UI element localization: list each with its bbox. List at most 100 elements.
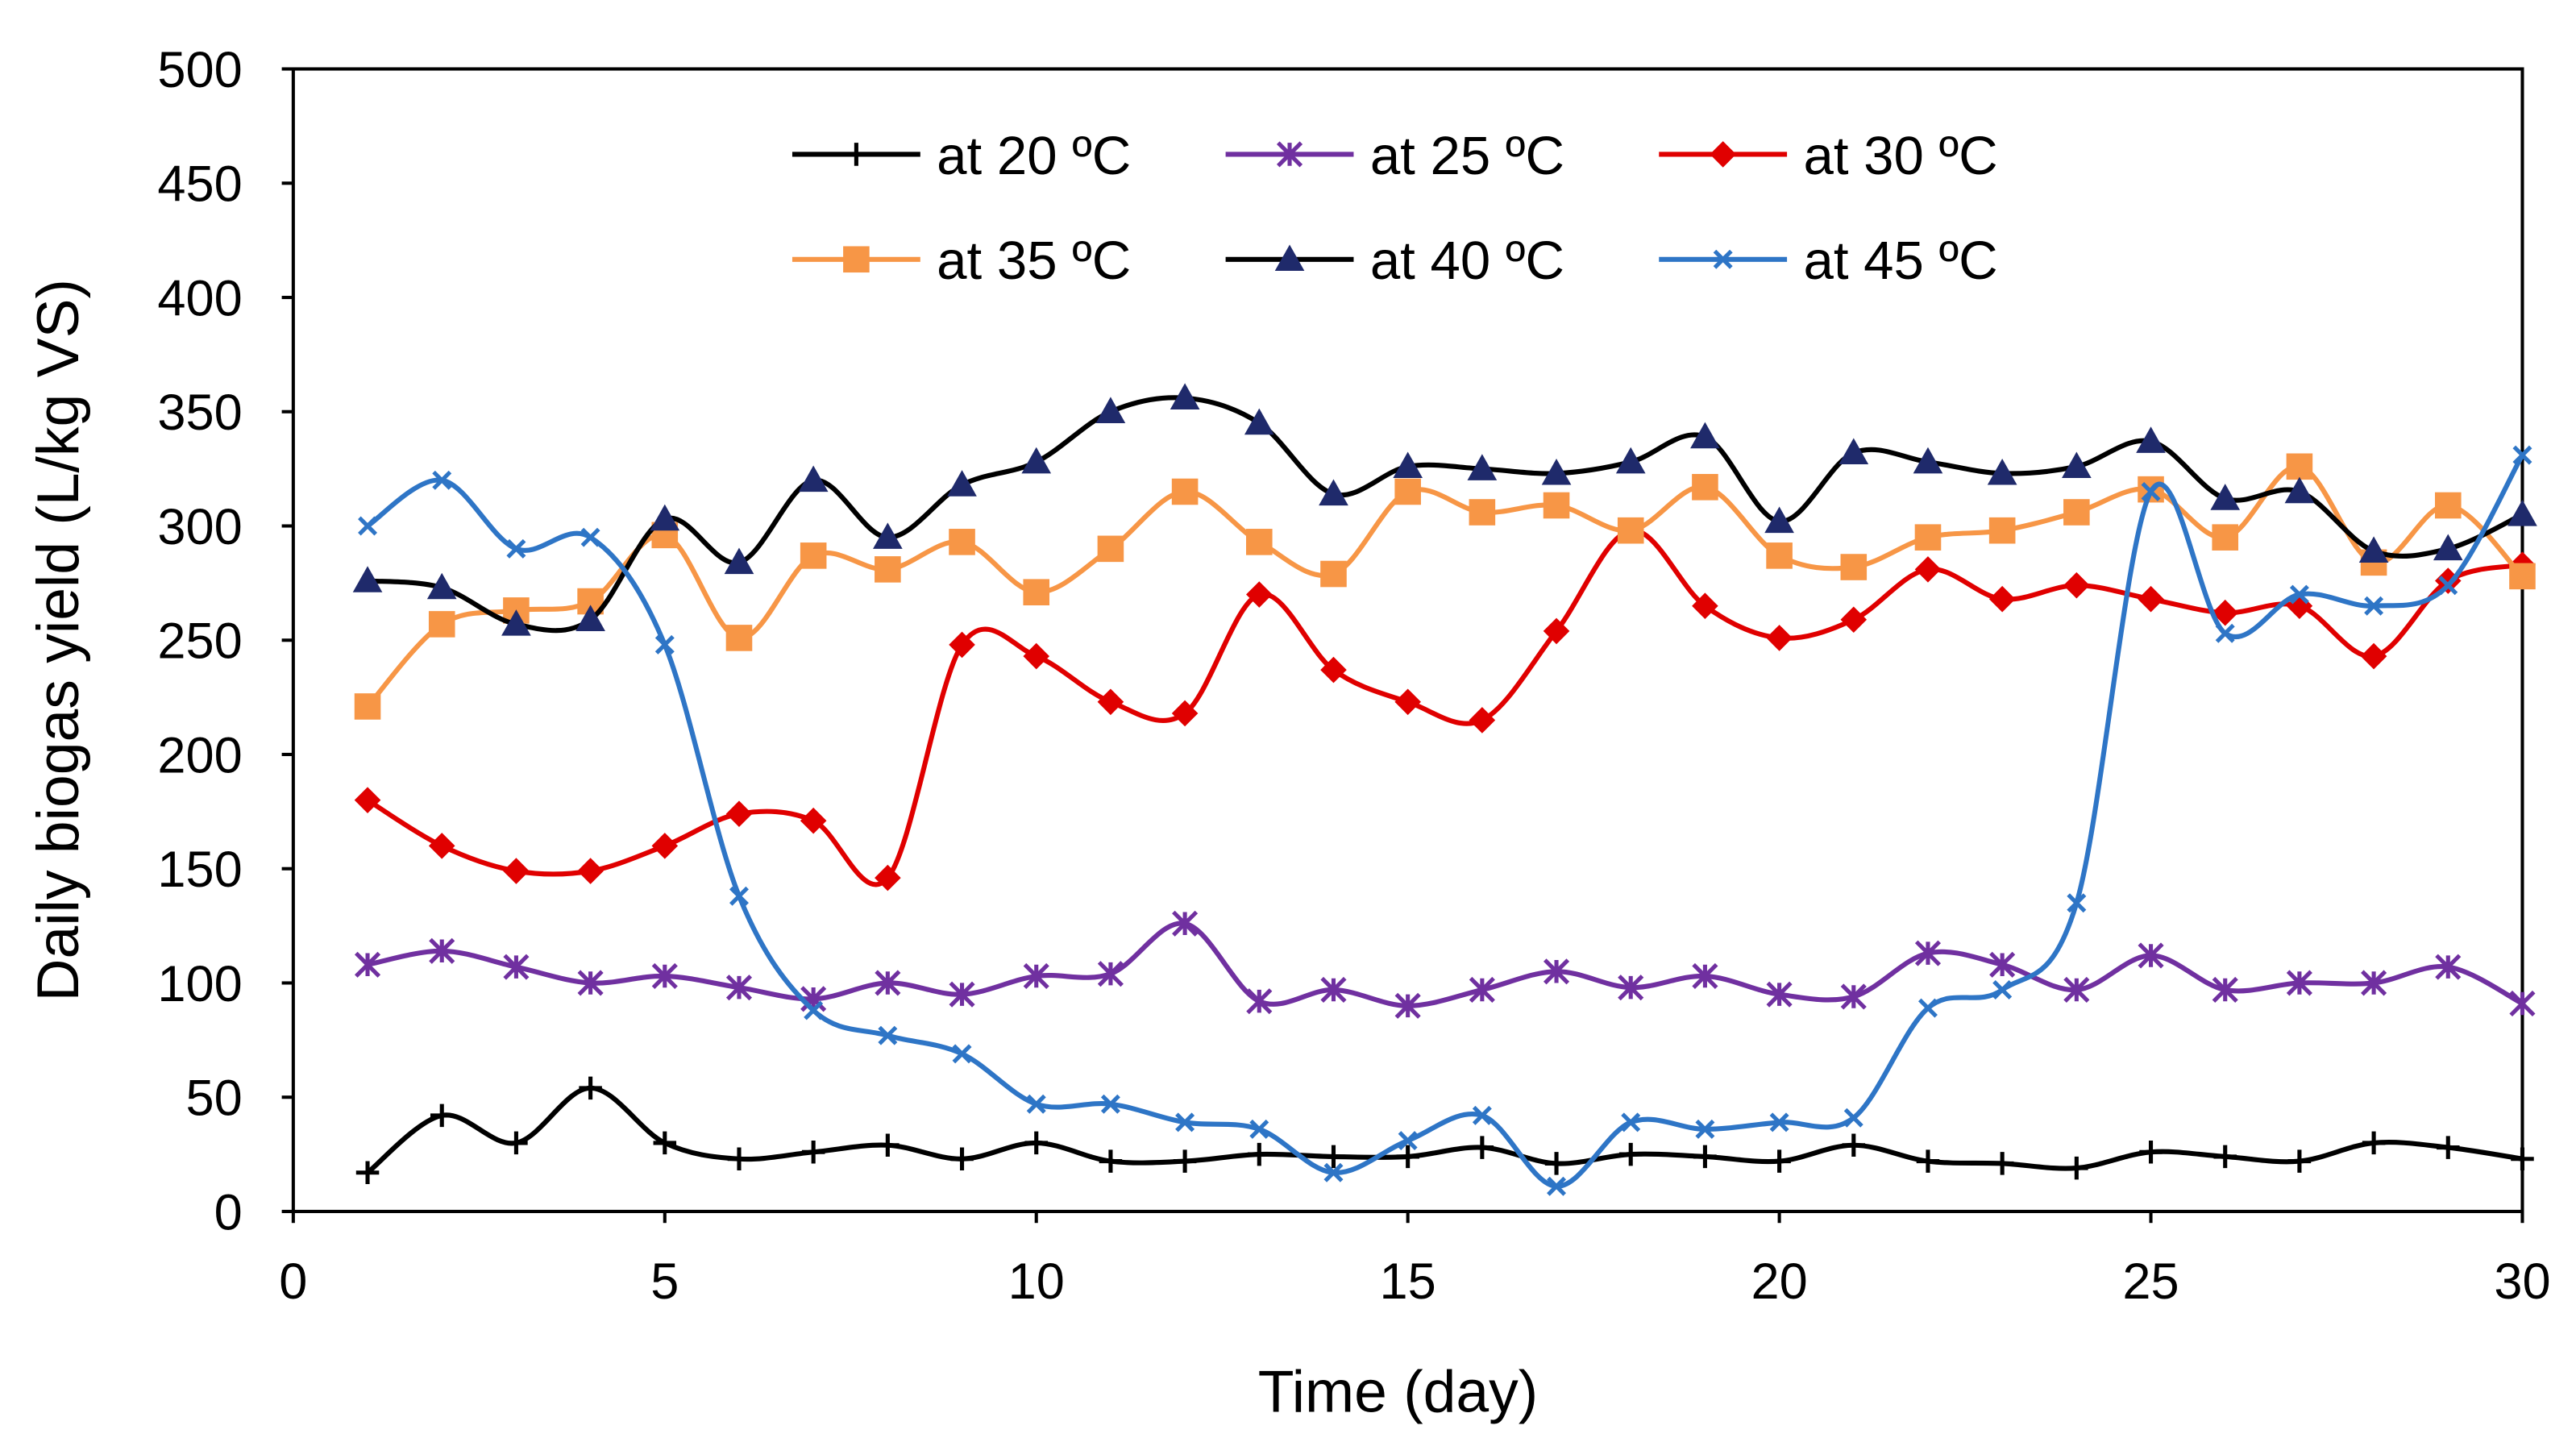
data-point (651, 962, 678, 990)
y-tick-label: 200 (157, 727, 242, 783)
series-3 (354, 453, 2536, 720)
data-point (2063, 499, 2090, 526)
data-point (1543, 958, 1570, 985)
data-point (2215, 623, 2235, 643)
y-tick-label: 500 (157, 42, 242, 98)
data-point (1467, 454, 1498, 480)
y-tick-label: 350 (157, 384, 242, 441)
x-tick-label: 5 (650, 1253, 679, 1310)
data-point (1769, 1112, 1789, 1133)
data-point (2210, 484, 2241, 510)
data-point (947, 470, 977, 497)
data-point (2358, 536, 2389, 563)
data-point (1394, 992, 1421, 1019)
x-tick-label: 10 (1008, 1253, 1065, 1310)
data-point (2287, 1149, 2312, 1173)
data-point (1766, 542, 1793, 569)
data-point (724, 547, 754, 575)
data-point (1470, 1136, 1494, 1159)
data-point (1839, 438, 1869, 465)
data-point (1690, 422, 1720, 449)
y-tick-label: 400 (157, 270, 242, 326)
legend-item: at 20 ºC (791, 126, 1131, 186)
data-point (1246, 988, 1273, 1015)
y-tick-label: 150 (157, 842, 242, 898)
legend-marker (845, 143, 868, 166)
data-point (1097, 535, 1124, 563)
data-point (1768, 1149, 1791, 1173)
data-point (1695, 1119, 1715, 1139)
data-point (952, 1044, 972, 1064)
data-point (1544, 1152, 1568, 1175)
legend-marker (1713, 249, 1733, 269)
data-point (1319, 479, 1348, 506)
data-point (1840, 606, 1868, 634)
data-point (2509, 990, 2536, 1017)
data-point (801, 1140, 825, 1164)
data-point (875, 970, 901, 996)
data-point (1393, 451, 1423, 479)
x-tick-label: 30 (2494, 1253, 2550, 1310)
data-point (429, 937, 455, 964)
data-point (1323, 1162, 1344, 1182)
data-point (729, 886, 749, 906)
data-point (1024, 1131, 1048, 1155)
y-tick-label: 450 (157, 156, 242, 213)
data-point (2364, 596, 2384, 616)
y-tick-label: 0 (214, 1184, 243, 1241)
data-point (1914, 556, 1942, 583)
data-point (1320, 656, 1347, 684)
data-point (1396, 1145, 1419, 1169)
x-axis-label: Time (day) (1258, 1358, 1539, 1424)
data-point (1249, 1119, 1269, 1139)
data-point (2509, 563, 2536, 590)
data-point (653, 1131, 677, 1155)
data-point (354, 787, 381, 813)
data-point (1394, 688, 1421, 716)
data-point (1171, 700, 1199, 727)
data-point (1171, 478, 1199, 505)
legend-label: at 30 ºC (1803, 126, 1997, 186)
legend-item: at 35 ºC (791, 231, 1131, 291)
data-point (1246, 529, 1273, 555)
data-point (1320, 976, 1347, 1004)
data-point (2362, 1131, 2386, 1155)
data-point (1692, 474, 1718, 501)
series-0 (355, 1076, 2534, 1185)
data-point (1097, 961, 1124, 987)
data-point (651, 833, 679, 859)
data-point (2065, 1156, 2088, 1180)
data-point (1988, 517, 2016, 544)
data-point (2139, 1140, 2163, 1164)
data-point (725, 975, 753, 1001)
data-point (2435, 954, 2462, 980)
data-point (1914, 524, 1942, 551)
legend-label: at 25 ºC (1370, 126, 1564, 186)
series-5 (358, 445, 2532, 1196)
data-point (873, 522, 903, 549)
data-point (1543, 492, 1570, 519)
data-point (800, 986, 827, 1012)
data-point (1023, 642, 1050, 670)
data-point (1097, 688, 1124, 716)
y-tick-label: 100 (157, 956, 242, 1012)
data-point (505, 1131, 528, 1155)
legend-item: at 45 ºC (1659, 231, 1998, 291)
data-point (650, 504, 680, 531)
data-point (1843, 1108, 1863, 1128)
data-point (2212, 976, 2238, 1004)
data-point (430, 1103, 454, 1128)
data-point (575, 605, 605, 631)
data-point (1248, 1142, 1271, 1166)
data-point (1541, 458, 1572, 485)
data-point (1916, 1149, 1940, 1173)
data-point (1618, 975, 1644, 1001)
data-point (1394, 478, 1421, 505)
x-tick-label: 15 (1380, 1253, 1436, 1310)
data-point (1543, 617, 1570, 645)
data-point (1244, 408, 1274, 435)
y-tick-label: 250 (157, 613, 242, 670)
data-point (2289, 584, 2309, 605)
data-point (2437, 1136, 2460, 1159)
